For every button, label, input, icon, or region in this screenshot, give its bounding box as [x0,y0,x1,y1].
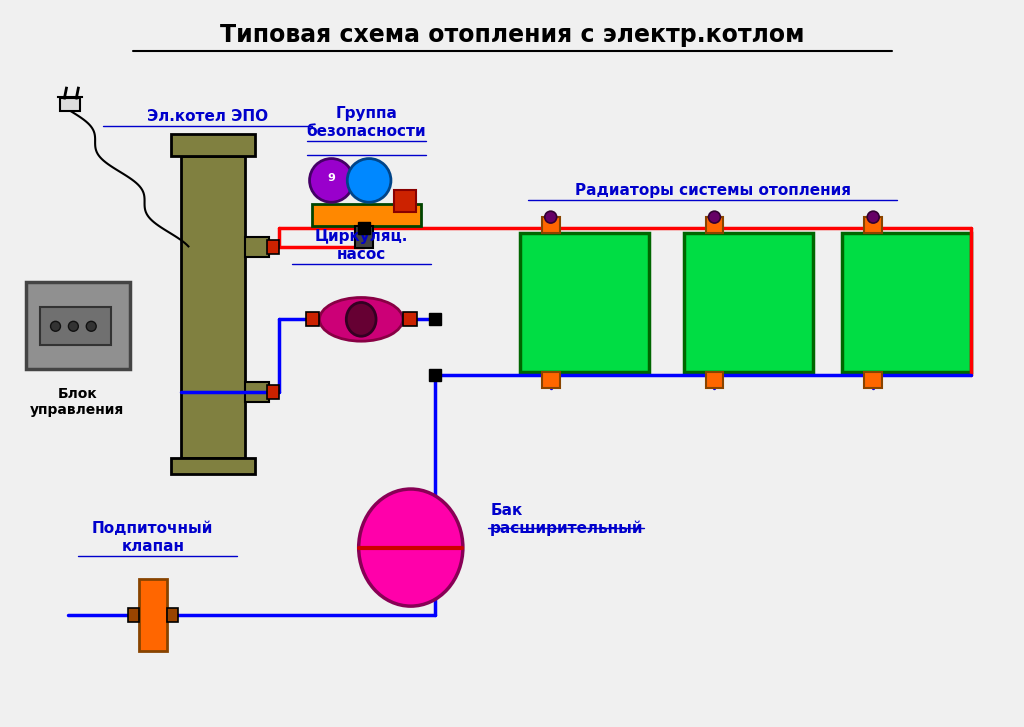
Circle shape [309,158,353,202]
Bar [311,204,421,226]
Bar [542,217,560,233]
Circle shape [867,211,880,223]
Bar [706,372,723,387]
Bar [355,226,373,248]
Bar [402,313,417,326]
Text: Группа
безопасности: Группа безопасности [306,106,426,139]
Bar [167,608,177,622]
Text: Радиаторы системы отопления: Радиаторы системы отопления [575,183,851,198]
Circle shape [86,321,96,332]
Bar [864,372,882,387]
Circle shape [545,211,557,223]
Bar [245,382,269,402]
Bar [706,217,723,233]
Bar [267,240,279,254]
Bar [245,237,269,257]
Circle shape [69,321,79,332]
Bar [171,458,255,474]
Bar [180,156,245,458]
Text: Подпиточный
клапан: Подпиточный клапан [92,521,213,553]
Text: 9: 9 [328,174,335,183]
Ellipse shape [319,297,402,341]
Bar [128,608,139,622]
Bar [139,579,167,651]
Bar [394,190,416,212]
Bar [520,233,649,372]
Text: Бак
расширительный: Бак расширительный [490,503,644,537]
Circle shape [50,321,60,332]
Bar [60,98,80,111]
Bar [40,308,111,345]
Circle shape [347,158,391,202]
Text: Эл.котел ЭПО: Эл.котел ЭПО [146,109,268,124]
Ellipse shape [358,489,463,606]
Bar [305,313,319,326]
Bar [843,233,972,372]
Bar [26,281,130,369]
Bar [171,134,255,156]
Ellipse shape [346,302,376,336]
Bar [542,372,560,387]
Bar [684,233,813,372]
Text: Циркуляц.
насос: Циркуляц. насос [314,230,408,262]
Bar [864,217,882,233]
Circle shape [709,211,721,223]
Text: Типовая схема отопления с электр.котлом: Типовая схема отопления с электр.котлом [220,23,804,47]
Text: Блок
управления: Блок управления [31,387,125,417]
Bar [267,385,279,398]
